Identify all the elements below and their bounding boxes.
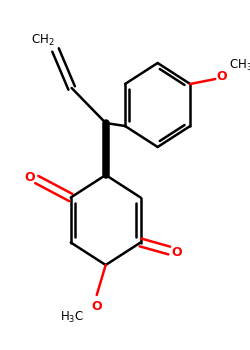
Text: O: O — [171, 246, 182, 259]
Text: CH$_3$: CH$_3$ — [228, 57, 250, 72]
Text: H$_3$C: H$_3$C — [60, 309, 84, 324]
Text: O: O — [216, 70, 227, 83]
Text: O: O — [92, 301, 102, 314]
Text: O: O — [24, 171, 35, 184]
Text: CH$_2$: CH$_2$ — [31, 33, 55, 48]
